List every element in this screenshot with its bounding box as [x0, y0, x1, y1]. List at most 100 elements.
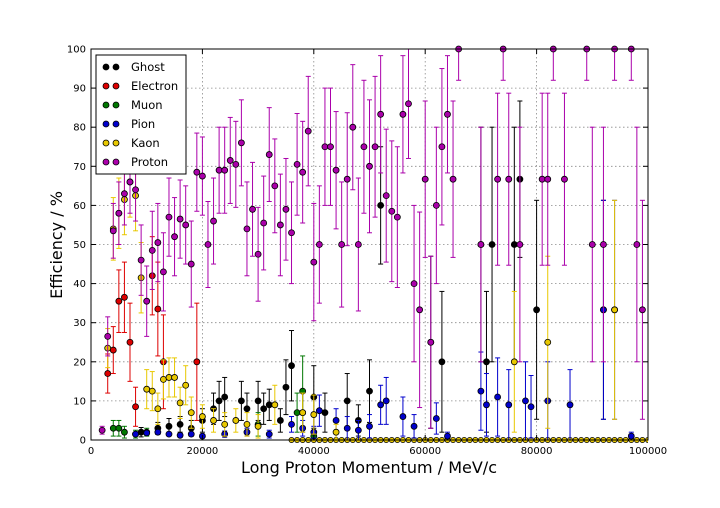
ghost-marker: [137, 428, 145, 436]
proton-marker: [109, 227, 117, 235]
pion-marker: [477, 387, 485, 395]
kaon-data-point: [171, 357, 178, 398]
ghost-marker: [533, 306, 540, 314]
proton-data-point: [160, 232, 167, 312]
proton-data-point: [427, 255, 435, 429]
kaon-marker: [210, 417, 217, 424]
proton-data-point: [639, 199, 646, 420]
legend-marker: [102, 158, 110, 166]
proton-data-point: [226, 116, 234, 204]
pion-data-point: [288, 416, 295, 433]
kaon-data-point: [310, 394, 318, 435]
legend-marker: [112, 63, 120, 71]
proton-data-point: [143, 265, 151, 337]
pion-marker: [410, 422, 418, 430]
legend-label: Muon: [131, 98, 163, 112]
proton-marker: [265, 151, 273, 158]
ghost-data-point: [215, 380, 223, 421]
pion-data-point: [132, 430, 139, 438]
proton-marker: [215, 166, 223, 174]
ghost-data-point: [265, 388, 273, 421]
legend-label: Pion: [131, 117, 155, 131]
kaon-marker: [143, 385, 151, 393]
proton-data-point: [193, 132, 201, 212]
proton-data-point: [109, 202, 117, 259]
electron-data-point: [132, 386, 139, 427]
proton-marker: [327, 143, 334, 151]
muon-marker: [293, 409, 301, 417]
kaon-marker: [254, 422, 262, 430]
muon-data-point: [115, 419, 123, 437]
proton-marker: [104, 332, 112, 340]
electron-marker: [132, 403, 139, 411]
pion-marker: [143, 429, 151, 437]
proton-data-point: [271, 138, 279, 234]
proton-marker: [176, 215, 184, 223]
proton-marker: [237, 139, 245, 147]
pion-marker: [315, 407, 323, 415]
pion-data-point: [399, 396, 407, 437]
proton-data-point: [338, 181, 346, 308]
proton-marker: [299, 168, 307, 176]
proton-data-point: [377, 55, 385, 174]
proton-marker: [388, 207, 396, 215]
pion-data-point: [410, 414, 418, 439]
muon-marker: [109, 424, 117, 432]
muon-data-point: [109, 419, 117, 437]
electron-marker: [109, 346, 117, 354]
proton-marker: [371, 143, 379, 151]
ghost-data-point: [288, 330, 295, 402]
proton-marker: [544, 175, 552, 183]
proton-marker: [405, 100, 412, 108]
proton-data-point: [198, 136, 206, 216]
ghost-data-point: [321, 392, 329, 433]
pion-marker: [483, 401, 490, 409]
kaon-marker: [243, 420, 251, 428]
pion-data-point: [522, 361, 529, 441]
proton-data-point: [538, 92, 546, 266]
kaon-data-point: [544, 255, 552, 429]
proton-marker: [633, 241, 641, 248]
proton-data-point: [321, 87, 329, 206]
legend-box: [95, 54, 187, 175]
ghost-marker: [260, 405, 268, 413]
kaon-marker: [154, 405, 162, 413]
proton-marker: [444, 110, 451, 118]
electron-marker: [115, 297, 123, 305]
proton-marker: [198, 172, 206, 180]
pion-marker: [187, 430, 195, 438]
pion-data-point: [366, 414, 373, 439]
pion-marker: [165, 430, 173, 438]
proton-marker: [639, 306, 646, 314]
proton-marker: [505, 175, 513, 183]
proton-marker: [477, 241, 485, 248]
proton-data-point: [304, 75, 312, 187]
proton-data-point: [282, 157, 290, 261]
proton-data-point: [187, 220, 195, 308]
kaon-data-point: [232, 408, 240, 433]
muon-data-point: [121, 425, 128, 439]
pion-marker: [176, 431, 184, 439]
x-tick-label: 100000: [629, 446, 667, 457]
kaon-data-point: [243, 412, 251, 437]
kaon-marker: [510, 358, 518, 366]
proton-marker: [366, 162, 373, 170]
kaon-data-point: [182, 365, 190, 406]
legend-marker: [112, 158, 120, 166]
proton-data-point: [288, 181, 295, 285]
pion-data-point: [377, 384, 385, 425]
x-tick-label: 20000: [186, 446, 218, 457]
proton-data-point: [561, 92, 568, 266]
proton-data-point: [494, 92, 502, 266]
pion-data-point: [494, 357, 502, 437]
ghost-marker: [321, 409, 329, 417]
proton-marker: [561, 175, 568, 183]
proton-data-point: [449, 100, 457, 258]
x-tick-label: 40000: [298, 446, 330, 457]
proton-marker: [600, 241, 607, 248]
ghost-marker: [510, 241, 518, 248]
proton-marker: [332, 166, 340, 174]
electron-marker: [154, 305, 162, 313]
proton-marker: [377, 110, 385, 118]
pion-marker: [399, 413, 407, 420]
